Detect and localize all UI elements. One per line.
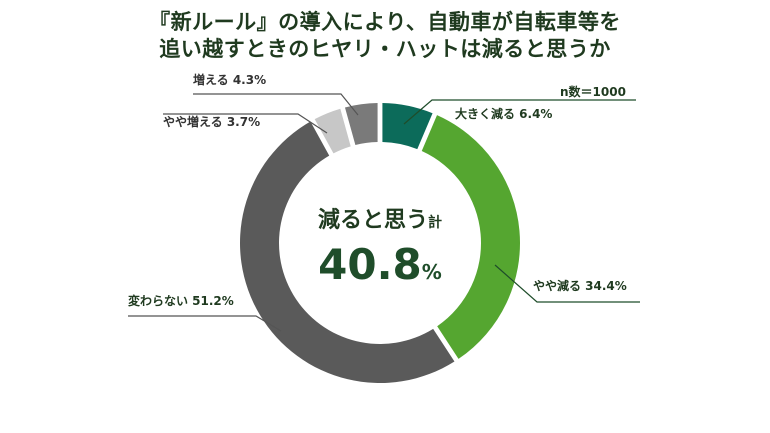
leader-line-3 bbox=[128, 315, 282, 332]
slice-5 bbox=[344, 103, 378, 146]
leader-line-5 bbox=[193, 93, 359, 116]
slice-label-1: 大きく減る 6.4% bbox=[455, 106, 552, 121]
slice-label-2: やや減る 34.4% bbox=[533, 278, 627, 293]
center-value-number: 40.8 bbox=[318, 240, 422, 289]
center-value-unit: % bbox=[422, 260, 442, 284]
center-label-suffix: 計 bbox=[428, 214, 442, 231]
slice-label-3: 変わらない 51.2% bbox=[128, 293, 234, 308]
leader-line-2 bbox=[494, 264, 640, 303]
chart-title-line-1: 『新ルール』の導入により、自動車が自転車等を bbox=[149, 10, 621, 34]
slice-3 bbox=[240, 121, 455, 383]
chart-title-line-2: 追い越すときのヒヤリ・ハットは減ると思うか bbox=[159, 37, 611, 61]
center-label: 減ると思う計 bbox=[318, 208, 442, 233]
slice-label-4: やや増える 3.7% bbox=[163, 114, 260, 129]
slice-label-5: 増える 4.3% bbox=[193, 72, 266, 87]
center-value: 40.8% bbox=[318, 240, 442, 289]
sample-size-note: n数＝1000 bbox=[560, 84, 626, 99]
slice-2 bbox=[421, 115, 520, 359]
slice-4 bbox=[314, 108, 351, 154]
leader-line-1 bbox=[403, 99, 636, 125]
center-label-main: 減ると思う bbox=[318, 208, 428, 233]
leader-line-4 bbox=[163, 113, 328, 134]
slice-1 bbox=[382, 103, 433, 150]
